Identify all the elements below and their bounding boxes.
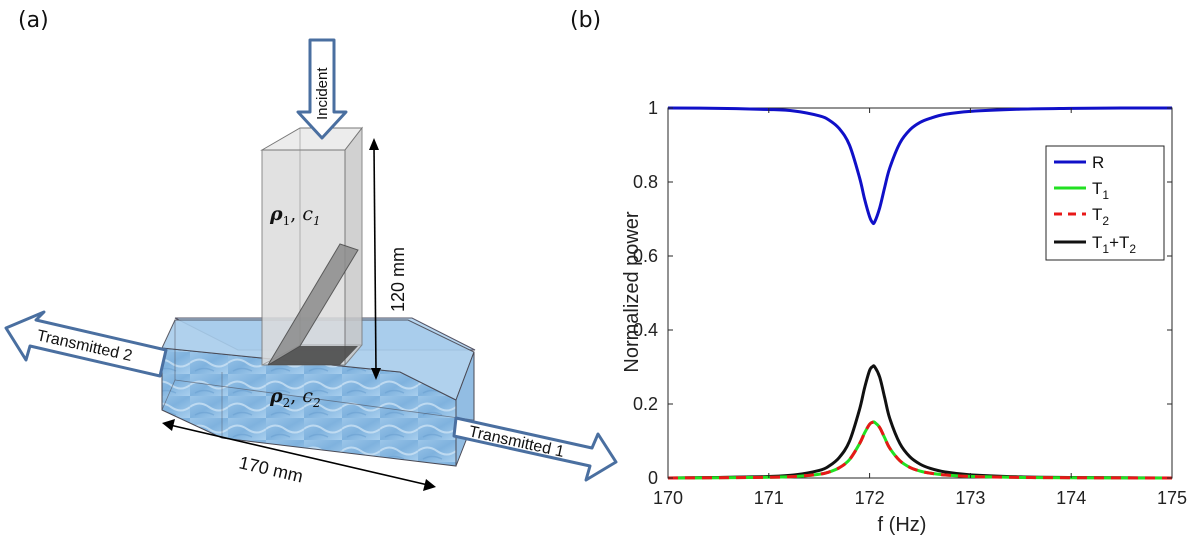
series-layer [667, 106, 1173, 480]
x-tick-label: 173 [955, 488, 985, 508]
transmitted-2-arrow: Transmitted 2 [4, 310, 168, 378]
water-duct [161, 317, 476, 467]
y-tick-label: 1 [648, 98, 658, 118]
medium-2-label: ρ2, c2 [269, 385, 321, 410]
x-tick-label: 174 [1056, 488, 1086, 508]
y-tick-label: 0 [648, 468, 658, 488]
medium-1-label: ρ1, c1 [269, 203, 321, 228]
legend-entry: R [1092, 153, 1104, 172]
transmitted-1-label: Transmitted 1 [467, 423, 566, 461]
series-t2-line [667, 420, 1173, 480]
transmitted-1-arrow: Transmitted 1 [452, 416, 618, 482]
legend: R T1 T2 T1+T2 [1045, 145, 1165, 261]
legend-box [1045, 145, 1165, 261]
x-axis-label: f (Hz) [878, 514, 927, 536]
panel-label-a: (a) [18, 8, 49, 33]
height-dimension: 120 mm [369, 138, 408, 380]
legend-entry: T1+T2 [1092, 233, 1136, 256]
waveguide-diagram: Incident Transmitted 2 Transmitted 1 120… [4, 38, 618, 491]
height-label: 120 mm [388, 247, 408, 312]
panel-label-b: (b) [570, 8, 602, 33]
plot-box [667, 107, 1173, 479]
x-tick-label: 171 [754, 488, 784, 508]
series-r-line [667, 106, 1173, 226]
slanted-plate [267, 243, 359, 366]
series-t1-plus-t2-line [667, 364, 1173, 480]
x-tick-label: 172 [855, 488, 885, 508]
series-t1-line [667, 420, 1173, 480]
length-label: 170 mm [237, 452, 305, 486]
x-tick-label: 170 [653, 488, 683, 508]
incident-label: Incident [314, 67, 331, 120]
glass-duct [260, 126, 364, 367]
incident-arrow: Incident [296, 38, 348, 140]
legend-entry: T2 [1092, 205, 1109, 228]
plot-area [667, 107, 1173, 479]
legend-entry: T1 [1092, 179, 1109, 202]
x-tick-label: 175 [1157, 488, 1187, 508]
